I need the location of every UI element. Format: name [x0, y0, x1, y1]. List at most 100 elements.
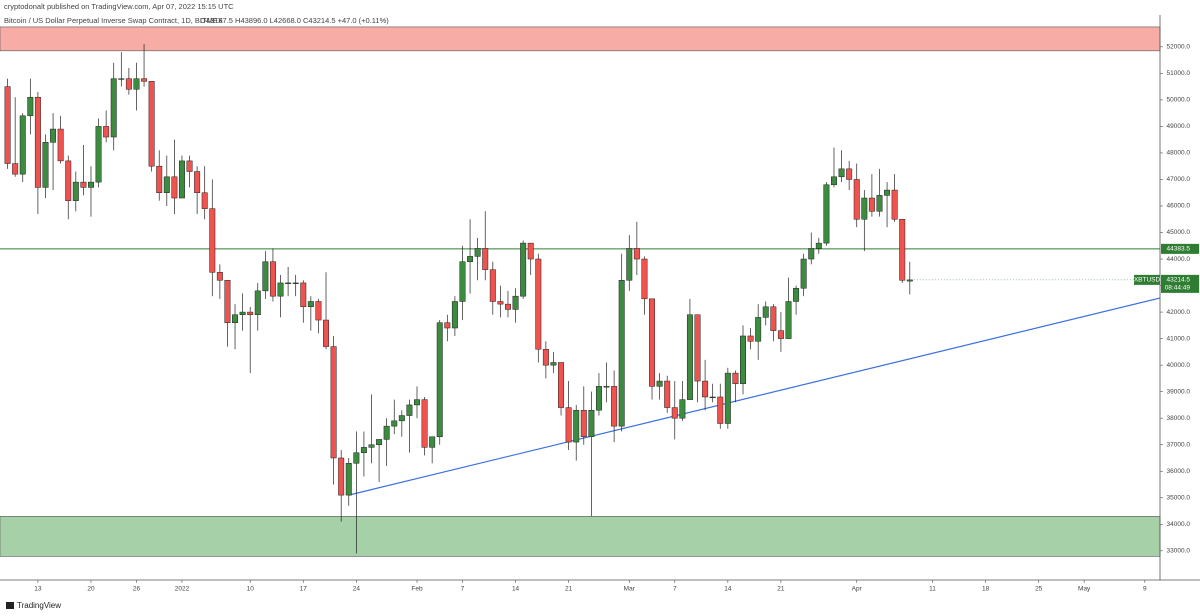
candle-body — [353, 452, 360, 464]
candle-body — [785, 301, 792, 339]
y-tick-label: 51000.0 — [1167, 70, 1191, 77]
candle-body — [345, 463, 352, 496]
x-tick-label: May — [1078, 586, 1091, 593]
candle-body — [732, 372, 739, 384]
candle-body — [133, 78, 140, 90]
candle-body — [406, 404, 413, 416]
candle-body — [148, 81, 155, 167]
candle-body — [262, 261, 269, 292]
candle-body — [330, 346, 337, 459]
x-tick-label: 21 — [565, 586, 573, 593]
candle-body — [277, 282, 284, 297]
candle-body — [338, 457, 345, 496]
candle-body — [686, 314, 693, 400]
ohlc-legend: O43167.5 H43896.0 L42668.0 C43214.5 +47.… — [200, 16, 389, 25]
candle-body — [19, 115, 26, 175]
candle-body — [542, 348, 549, 366]
y-tick-label: 41000.0 — [1167, 335, 1191, 342]
candle-body — [861, 197, 868, 220]
candle-body — [649, 298, 656, 387]
x-tick-label: 24 — [353, 586, 361, 593]
x-tick-label: 10 — [247, 586, 255, 593]
candle-body — [459, 261, 466, 302]
trendline — [348, 297, 1161, 496]
candle-body — [853, 179, 860, 220]
candle-body — [323, 319, 329, 347]
y-tick-label: 39000.0 — [1167, 388, 1191, 395]
y-tick-label: 50000.0 — [1167, 97, 1191, 104]
x-tick-label: 25 — [1035, 586, 1043, 593]
candle-body — [846, 168, 853, 180]
candle-body — [88, 181, 94, 188]
candle-body — [482, 248, 489, 270]
chart-title: Bitcoin / US Dollar Perpetual Inverse Sw… — [4, 16, 223, 25]
candle-body — [315, 301, 322, 321]
candle-body — [626, 248, 633, 281]
y-tick-label: 37000.0 — [1167, 441, 1191, 448]
candle-body — [747, 335, 754, 342]
y-tick-label: 48000.0 — [1167, 150, 1191, 157]
candle-body — [580, 409, 587, 438]
candle-body — [808, 248, 815, 260]
candle-body — [702, 380, 709, 398]
candle-body — [429, 436, 436, 448]
candle-body — [884, 189, 891, 196]
x-tick-label: 21 — [777, 586, 785, 593]
candle-body — [50, 128, 57, 143]
candle-body — [285, 282, 292, 284]
candle-body — [709, 396, 716, 399]
candle-body — [118, 78, 125, 80]
y-tick-label: 40000.0 — [1167, 362, 1191, 369]
candle-body — [573, 409, 580, 443]
candle-body — [360, 447, 367, 453]
candle-body — [474, 248, 481, 257]
candle-body — [398, 415, 405, 422]
y-tick-label: 42000.0 — [1167, 309, 1191, 316]
candle-body — [656, 380, 663, 387]
candle-body — [156, 165, 163, 193]
x-tick-label: 13 — [34, 586, 42, 593]
candle-body — [777, 330, 784, 339]
zone — [0, 26, 1161, 52]
price-tag — [1161, 274, 1199, 293]
symbol-label: XBTUSD — [1134, 277, 1161, 284]
x-tick-label: 11 — [929, 586, 936, 593]
candle-body — [292, 282, 299, 284]
candle-body — [368, 444, 375, 448]
candle-body — [95, 126, 102, 183]
x-tick-label: 7 — [461, 586, 465, 593]
candle-body — [300, 282, 307, 308]
candle-body — [383, 425, 390, 440]
candle-body — [535, 258, 542, 350]
candle-body — [141, 78, 148, 82]
candle-body — [899, 218, 906, 281]
x-tick-label: 7 — [673, 586, 677, 593]
candle-body — [504, 303, 511, 310]
candle-body — [34, 96, 41, 188]
candle-body — [717, 396, 724, 424]
candle-body — [876, 195, 883, 212]
candle-body — [489, 269, 496, 302]
candle-body — [163, 176, 170, 193]
y-tick-label: 46000.0 — [1167, 203, 1191, 210]
candle-body — [603, 386, 610, 388]
y-tick-label: 45000.0 — [1167, 229, 1191, 236]
candle-body — [838, 168, 845, 178]
candle-body — [755, 317, 762, 342]
x-tick-label: 2022 — [175, 586, 190, 593]
candle-body — [376, 439, 383, 445]
plot — [0, 26, 1161, 557]
candle-body — [178, 160, 185, 199]
candle-body — [27, 96, 34, 117]
x-tick-label: Feb — [411, 586, 423, 593]
candle-body — [664, 380, 671, 408]
candle-body — [891, 189, 898, 220]
candle-body — [125, 78, 132, 90]
level-label: 44383.5 — [1167, 246, 1191, 253]
candle-body — [436, 322, 443, 438]
candle-body — [110, 78, 117, 138]
candle-body — [527, 242, 534, 260]
x-tick-label: 18 — [982, 586, 990, 593]
candle-body — [906, 279, 913, 282]
